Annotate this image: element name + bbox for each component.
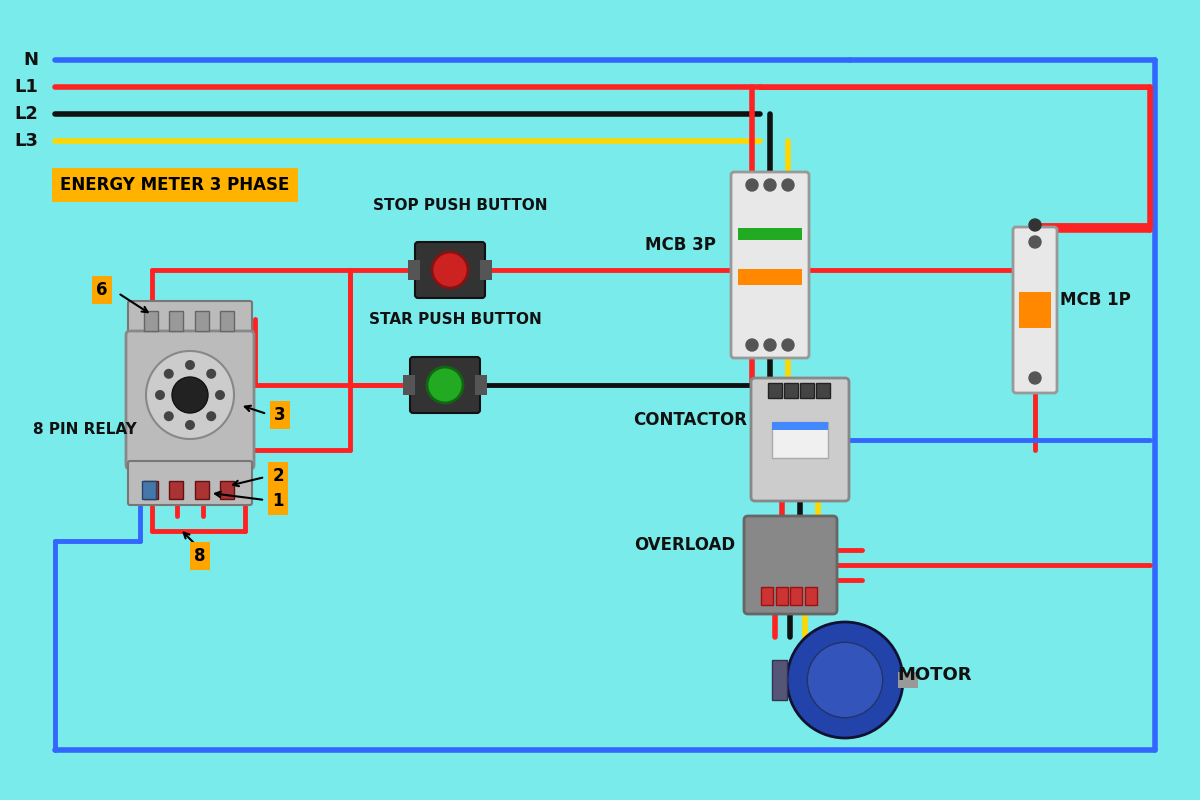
Bar (144, 311, 158, 331)
Circle shape (808, 642, 883, 718)
Circle shape (206, 411, 216, 422)
Circle shape (185, 420, 194, 430)
Bar (142, 481, 156, 499)
Circle shape (746, 339, 758, 351)
Circle shape (172, 377, 208, 413)
Text: 2: 2 (272, 467, 284, 485)
Circle shape (215, 390, 226, 400)
Bar (805, 587, 817, 605)
Bar (169, 311, 182, 331)
Circle shape (1030, 219, 1042, 231)
Text: 8 PIN RELAY: 8 PIN RELAY (34, 422, 137, 438)
Circle shape (787, 622, 904, 738)
Circle shape (163, 369, 174, 378)
Text: 6: 6 (96, 281, 108, 299)
FancyBboxPatch shape (415, 242, 485, 298)
Bar (144, 481, 158, 499)
FancyBboxPatch shape (128, 461, 252, 505)
Text: MCB 1P: MCB 1P (1060, 291, 1130, 309)
FancyBboxPatch shape (731, 172, 809, 358)
Bar (772, 422, 828, 430)
Bar (800, 383, 814, 398)
Bar (772, 660, 787, 700)
Circle shape (206, 369, 216, 378)
Text: MCB 3P: MCB 3P (644, 236, 715, 254)
Text: L2: L2 (14, 105, 38, 123)
Bar (408, 260, 420, 280)
Circle shape (146, 351, 234, 439)
FancyBboxPatch shape (126, 331, 254, 469)
Circle shape (782, 179, 794, 191)
Bar (220, 481, 234, 499)
FancyBboxPatch shape (751, 378, 850, 501)
Bar (480, 260, 492, 280)
Bar (790, 587, 802, 605)
FancyBboxPatch shape (410, 357, 480, 413)
Bar (898, 672, 918, 688)
Circle shape (155, 390, 166, 400)
Bar (768, 383, 782, 398)
Text: OVERLOAD: OVERLOAD (635, 536, 736, 554)
Bar (816, 383, 830, 398)
Text: N: N (23, 51, 38, 69)
Text: STAR PUSH BUTTON: STAR PUSH BUTTON (368, 313, 541, 327)
Circle shape (432, 252, 468, 288)
Circle shape (185, 360, 194, 370)
Bar (738, 269, 802, 285)
Text: STOP PUSH BUTTON: STOP PUSH BUTTON (373, 198, 547, 213)
Circle shape (764, 179, 776, 191)
Circle shape (782, 339, 794, 351)
Bar (194, 481, 209, 499)
FancyBboxPatch shape (128, 301, 252, 337)
FancyBboxPatch shape (1013, 227, 1057, 393)
Text: MOTOR: MOTOR (898, 666, 972, 684)
Bar (1019, 292, 1051, 328)
Text: CONTACTOR: CONTACTOR (634, 411, 746, 429)
Text: 3: 3 (274, 406, 286, 424)
Circle shape (427, 367, 463, 403)
FancyBboxPatch shape (744, 516, 838, 614)
Circle shape (1030, 372, 1042, 384)
Bar (738, 228, 802, 240)
Bar (776, 587, 788, 605)
Bar (761, 587, 773, 605)
Text: ENERGY METER 3 PHASE: ENERGY METER 3 PHASE (60, 176, 289, 194)
Text: 8: 8 (194, 547, 205, 565)
Bar (784, 383, 798, 398)
Circle shape (764, 339, 776, 351)
Bar (403, 375, 415, 395)
Bar (220, 311, 234, 331)
Text: L3: L3 (14, 132, 38, 150)
Bar (169, 481, 182, 499)
Text: 1: 1 (272, 492, 283, 510)
Text: L1: L1 (14, 78, 38, 96)
Circle shape (163, 411, 174, 422)
Bar (772, 422, 828, 458)
Circle shape (746, 179, 758, 191)
Bar (194, 311, 209, 331)
Bar (475, 375, 487, 395)
Circle shape (1030, 236, 1042, 248)
